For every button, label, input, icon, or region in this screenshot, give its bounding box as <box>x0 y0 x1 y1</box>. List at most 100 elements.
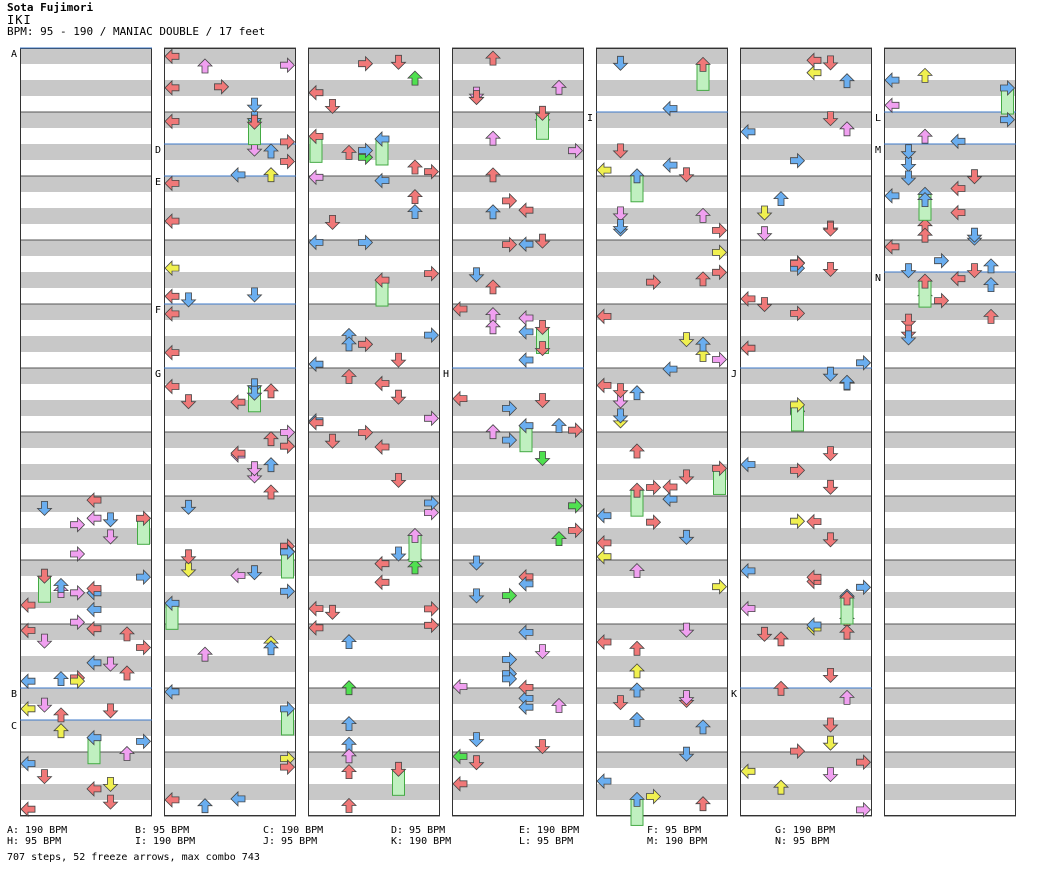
stripe <box>452 432 584 448</box>
stripe <box>884 112 1016 128</box>
step-arrow <box>983 308 999 324</box>
stripe <box>20 368 152 384</box>
step-arrow <box>612 55 629 71</box>
bpm-marker-label: I <box>587 113 593 124</box>
step-arrow <box>485 424 501 440</box>
step-arrow <box>36 568 53 584</box>
step-arrow <box>839 624 855 640</box>
step-arrow <box>136 569 152 586</box>
stripe <box>164 752 296 768</box>
stripe <box>164 240 296 256</box>
step-arrow <box>740 456 756 473</box>
step-arrow <box>712 264 728 281</box>
step-arrow <box>468 732 485 748</box>
chart-column <box>164 47 296 817</box>
step-arrow <box>86 620 102 637</box>
step-arrow <box>806 52 822 69</box>
step-arrow <box>983 277 999 293</box>
step-arrow <box>568 522 584 539</box>
step-arrow <box>629 168 645 184</box>
step-arrow <box>86 492 102 509</box>
bpm-marker-label: C <box>11 721 17 732</box>
bpm-marker-label: K <box>731 689 737 700</box>
bpm-marker-label: A <box>11 49 17 60</box>
stripe <box>884 400 1016 416</box>
bpm-legend-entry: N: 95 BPM <box>775 836 830 847</box>
step-arrow <box>263 143 279 159</box>
step-arrow <box>164 79 180 96</box>
bpm-marker-label: M <box>875 145 881 156</box>
step-arrow <box>136 510 152 527</box>
stripe <box>740 592 872 608</box>
stripe <box>20 176 152 192</box>
step-arrow <box>966 263 983 279</box>
bpm-legend-entry: A: 190 BPM <box>7 825 68 836</box>
step-arrow <box>518 624 534 641</box>
stripe <box>884 560 1016 576</box>
step-arrow <box>374 131 390 147</box>
step-arrow <box>740 340 756 357</box>
step-arrow <box>1000 111 1016 128</box>
bpm-legend-entry: H: 95 BPM <box>7 836 62 847</box>
step-arrow <box>424 495 440 511</box>
step-arrow <box>950 133 966 150</box>
step-arrow <box>36 633 53 649</box>
step-arrow <box>612 206 629 222</box>
step-arrow <box>246 114 263 130</box>
stripe <box>884 336 1016 352</box>
step-arrow <box>308 169 324 186</box>
stripe <box>596 368 728 384</box>
stripe <box>884 464 1016 480</box>
step-arrow <box>197 58 213 74</box>
chart-info: BPM: 95 - 190 / MANIAC DOUBLE / 17 feet <box>7 25 266 38</box>
step-arrow <box>407 204 423 220</box>
stripe <box>596 208 728 224</box>
step-arrow <box>164 260 180 277</box>
bpm-marker-label: L <box>875 113 881 124</box>
step-arrow <box>629 482 645 498</box>
step-arrow <box>839 121 855 137</box>
step-arrow <box>136 733 152 750</box>
stripe <box>740 720 872 736</box>
step-arrow <box>856 754 872 771</box>
bpm-marker-label: D <box>155 145 161 156</box>
step-arrow <box>612 695 629 711</box>
step-arrow <box>164 344 180 361</box>
stripe <box>164 112 296 128</box>
stripe <box>20 272 152 288</box>
step-arrow <box>568 422 584 439</box>
bpm-marker-label: N <box>875 273 881 284</box>
step-arrow <box>102 777 119 792</box>
step-arrow <box>20 700 36 717</box>
step-arrow <box>468 267 485 283</box>
stripe <box>308 176 440 192</box>
step-arrow <box>102 703 119 719</box>
step-arrow <box>358 55 374 72</box>
stripe <box>596 144 728 160</box>
step-arrow <box>390 761 407 777</box>
step-arrow <box>20 801 36 818</box>
step-arrow <box>773 191 789 207</box>
step-arrow <box>246 385 263 401</box>
stripe <box>452 240 584 256</box>
step-arrow <box>596 162 612 179</box>
step-arrow <box>773 631 789 647</box>
step-arrow <box>407 527 423 543</box>
stripe <box>452 624 584 640</box>
step-arrow <box>534 644 551 660</box>
step-arrow <box>70 584 86 601</box>
step-arrow <box>246 97 263 113</box>
step-arrow <box>646 274 662 291</box>
bpm-legend-entry: C: 190 BPM <box>263 825 324 836</box>
stripe <box>740 560 872 576</box>
stripe <box>740 752 872 768</box>
step-arrow <box>518 236 534 253</box>
step-arrow <box>86 654 102 671</box>
step-arrow <box>502 192 518 209</box>
step-arrow <box>36 769 53 785</box>
stripe <box>452 176 584 192</box>
step-arrow <box>534 319 551 335</box>
stripe <box>308 48 440 64</box>
step-arrow <box>53 707 69 723</box>
